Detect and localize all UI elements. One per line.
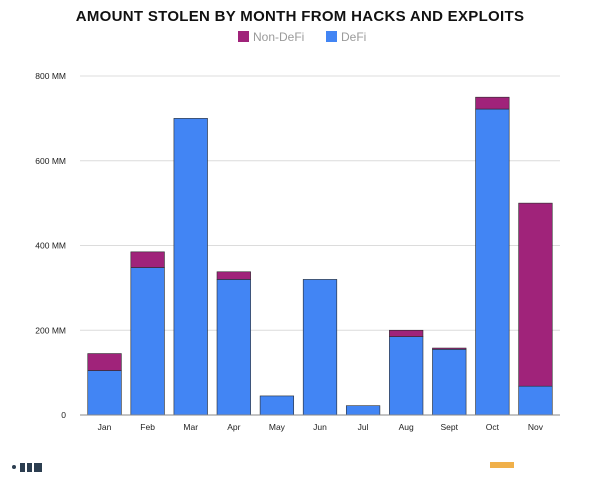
y-axis-ticks: 0 200 MM 400 MM 600 MM 800 MM — [35, 71, 66, 420]
bar-defi-apr — [216, 279, 251, 416]
bar-defi-jun — [302, 279, 338, 416]
y-tick-label: 200 MM — [35, 325, 66, 335]
x-tick-label: Jun — [313, 422, 327, 432]
brand-logo-icon — [12, 463, 42, 472]
legend-label-defi: DeFi — [341, 30, 366, 44]
x-tick-label: Feb — [140, 422, 155, 432]
y-tick-label: 600 MM — [35, 156, 66, 166]
bar-defi-jul — [345, 405, 381, 416]
bar-non-defi-sept — [432, 347, 467, 350]
legend-swatch-non-defi — [238, 31, 249, 42]
bar-non-defi-apr — [216, 271, 251, 280]
bar-non-defi-nov — [518, 202, 553, 387]
bar-non-defi-aug — [389, 329, 424, 337]
y-tick-label: 0 — [61, 410, 66, 420]
x-tick-label: Sept — [441, 422, 459, 432]
bar-non-defi-feb — [130, 251, 165, 268]
bar-defi-jan — [87, 370, 122, 416]
x-tick-label: Jan — [98, 422, 112, 432]
x-tick-label: May — [269, 422, 286, 432]
watermark-mark — [490, 462, 514, 468]
x-tick-label: Aug — [399, 422, 414, 432]
bar-defi-sept — [432, 349, 467, 416]
bar-series — [87, 96, 553, 416]
bar-defi-feb — [130, 267, 165, 416]
x-axis-ticks: Jan Feb Mar Apr May Jun Jul Aug Sept Oct Nov — [98, 422, 544, 432]
y-tick-label: 800 MM — [35, 71, 66, 81]
x-tick-label: Apr — [227, 422, 240, 432]
x-tick-label: Nov — [528, 422, 544, 432]
bar-defi-may — [259, 395, 295, 416]
bar-non-defi-jan — [87, 353, 122, 371]
bar-defi-mar — [173, 118, 208, 416]
bar-defi-nov — [518, 385, 553, 416]
legend-swatch-defi — [326, 31, 337, 42]
bar-non-defi-oct — [475, 96, 510, 110]
bar-defi-oct — [475, 108, 510, 416]
x-tick-label: Mar — [183, 422, 198, 432]
legend-label-non-defi: Non-DeFi — [253, 30, 304, 44]
x-tick-label: Oct — [486, 422, 500, 432]
bar-defi-aug — [389, 336, 424, 416]
x-tick-label: Jul — [358, 422, 369, 432]
y-tick-label: 400 MM — [35, 241, 66, 251]
chart-legend: Non-DeFi DeFi — [238, 30, 366, 44]
brand-logo — [6, 458, 76, 472]
chart-title: AMOUNT STOLEN BY MONTH FROM HACKS AND EX… — [76, 8, 525, 25]
